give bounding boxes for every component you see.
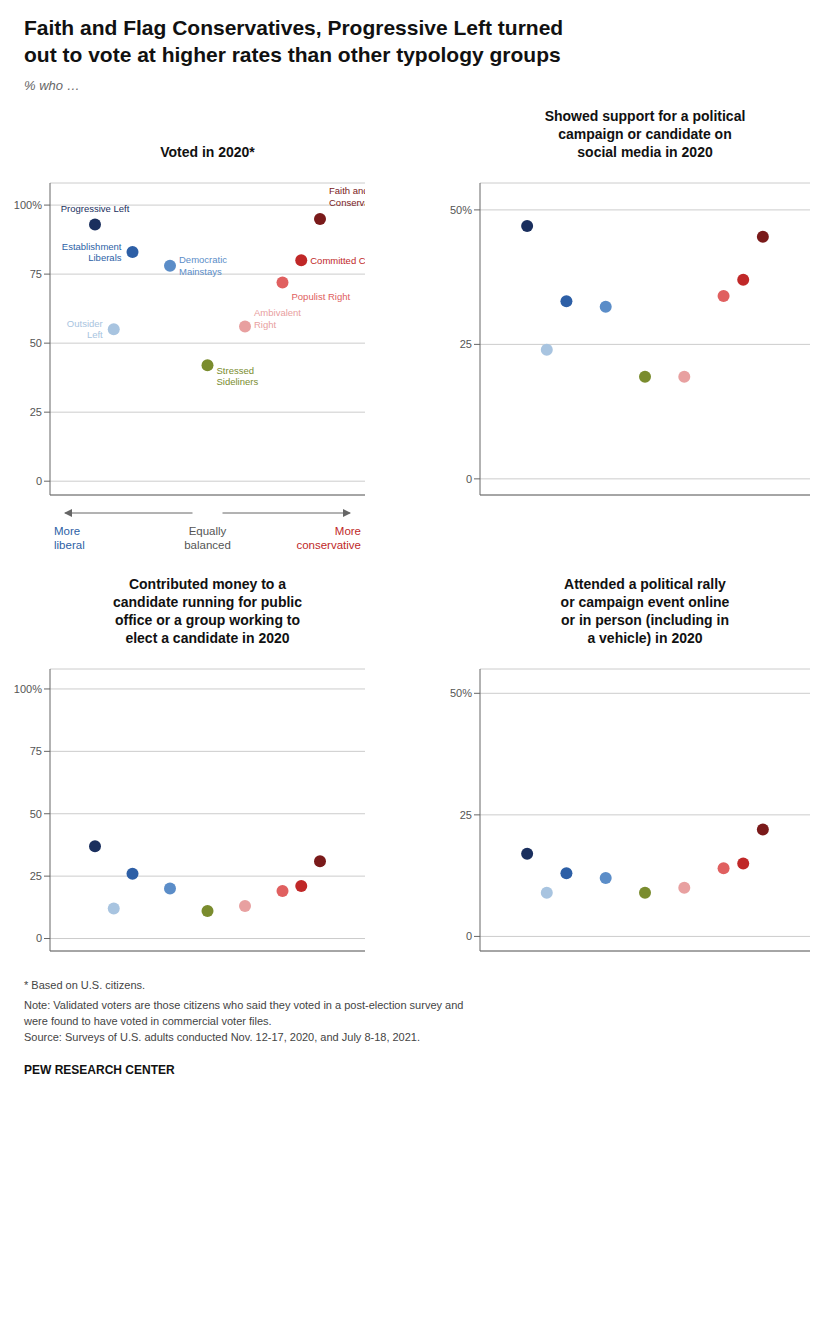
svg-text:25: 25 [460, 338, 472, 350]
svg-text:50: 50 [30, 337, 42, 349]
svg-text:0: 0 [36, 475, 42, 487]
html-text:Showed support for a political: Showed support for a political campaign … [544, 108, 746, 160]
svg-text:75: 75 [30, 745, 42, 757]
html-text:PEW RESEARCH CENTER: PEW RESEARCH CENTER [24, 1063, 175, 1077]
html-text:Faith and Flag Conservatives,: Faith and Flag Conservatives, Progressiv… [24, 16, 564, 66]
svg-text:EstablishmentLiberals: EstablishmentLiberals [62, 241, 122, 264]
svg-text:50%: 50% [450, 204, 472, 216]
html-text:Voted in 2020*: Voted in 2020* [160, 144, 255, 160]
html-text:Attended a political rally or: Attended a political rally or campaign e… [560, 576, 730, 646]
svg-text:DemocraticMainstays: DemocraticMainstays [179, 254, 227, 277]
svg-text:50%: 50% [450, 687, 472, 699]
svg-text:AmbivalentRight: AmbivalentRight [254, 307, 301, 330]
svg-text:Faith and FlagConservatives: Faith and FlagConservatives [329, 185, 365, 208]
svg-text:0: 0 [466, 473, 472, 485]
html-text:Contributed money to a candida: Contributed money to a candidate running… [113, 576, 302, 646]
svg-text:Progressive Left: Progressive Left [61, 203, 130, 214]
svg-text:Moreliberal: Moreliberal [54, 525, 85, 551]
svg-text:75: 75 [30, 268, 42, 280]
html-text:* Based on U.S. citizens.: * Based on U.S. citizens. [24, 979, 146, 991]
svg-text:25: 25 [30, 870, 42, 882]
svg-text:25: 25 [30, 406, 42, 418]
svg-text:100%: 100% [14, 199, 42, 211]
svg-text:0: 0 [466, 930, 472, 942]
html-text:% who …: % who … [24, 78, 80, 93]
svg-text:25: 25 [460, 809, 472, 821]
svg-text:Moreconservative: Moreconservative [296, 525, 361, 551]
svg-text:Committed Conservatives: Committed Conservatives [310, 255, 365, 266]
svg-text:50: 50 [30, 808, 42, 820]
svg-text:StressedSideliners: StressedSideliners [217, 365, 259, 388]
svg-text:Populist Right: Populist Right [292, 291, 351, 302]
svg-text:100%: 100% [14, 683, 42, 695]
svg-text:Equallybalanced: Equallybalanced [184, 525, 231, 551]
svg-text:0: 0 [36, 932, 42, 944]
svg-text:OutsiderLeft: OutsiderLeft [67, 318, 103, 341]
html-text:Note: Validated voters are tho: Note: Validated voters are those citizen… [24, 999, 464, 1043]
